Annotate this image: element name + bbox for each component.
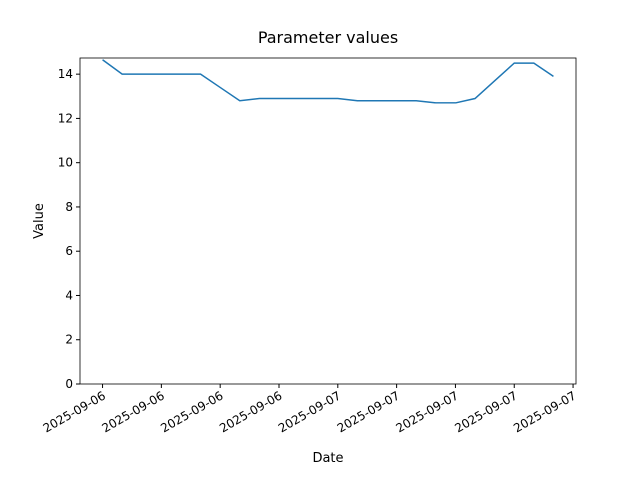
x-tick-label: 2025-09-06: [99, 388, 166, 435]
x-tick-label: 2025-09-07: [335, 388, 402, 435]
y-tick-label: 4: [65, 288, 73, 302]
chart-title: Parameter values: [258, 28, 398, 47]
y-tick-label: 0: [65, 377, 73, 391]
data-line: [103, 60, 554, 103]
y-axis-label: Value: [32, 203, 47, 239]
y-tick-label: 14: [58, 67, 73, 81]
x-axis-label: Date: [312, 451, 343, 466]
x-tick-label: 2025-09-07: [452, 388, 519, 435]
x-tick-label: 2025-09-07: [511, 388, 578, 435]
y-tick-label: 12: [58, 111, 73, 125]
y-tick-label: 10: [58, 156, 73, 170]
y-tick-label: 6: [65, 244, 73, 258]
x-tick-label: 2025-09-07: [394, 388, 461, 435]
x-tick-label: 2025-09-06: [217, 388, 284, 435]
plot-frame: [79, 57, 577, 385]
y-tick-label: 2: [65, 333, 73, 347]
y-tick-label: 8: [65, 200, 73, 214]
x-tick-label: 2025-09-06: [158, 388, 225, 435]
x-tick-label: 2025-09-07: [276, 388, 343, 435]
x-tick-label: 2025-09-06: [41, 388, 108, 435]
